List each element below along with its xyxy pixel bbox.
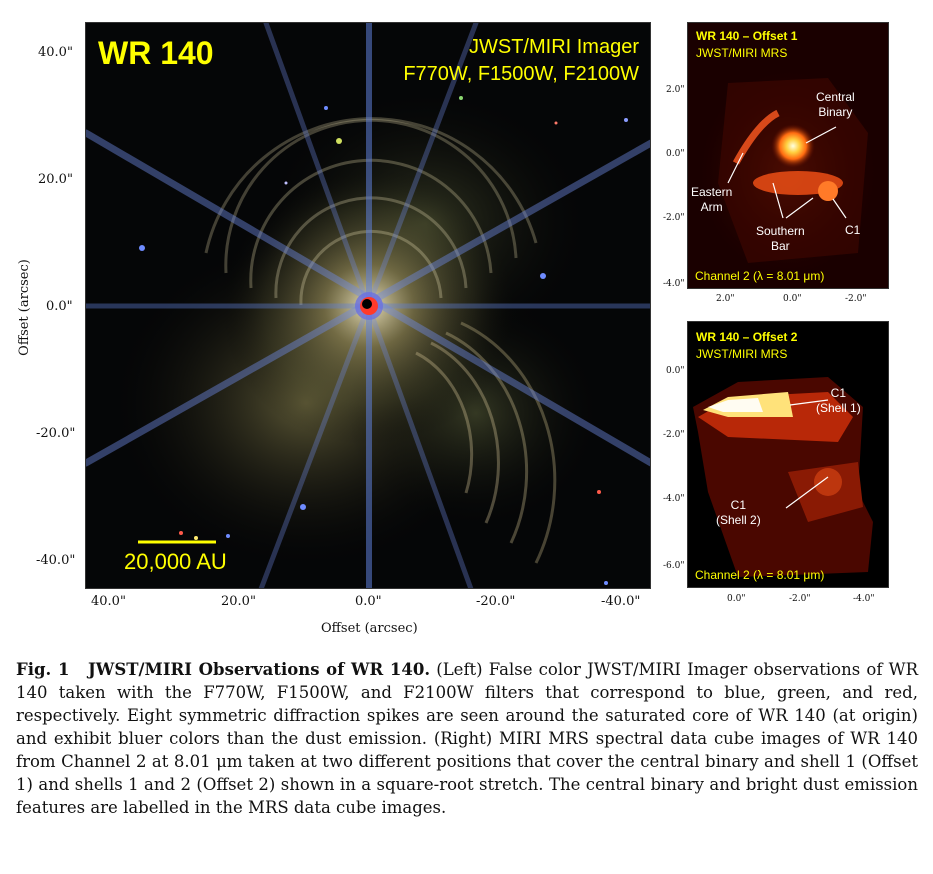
main-image-panel: WR 140 JWST/MIRI Imager F770W, F1500W, F… [86, 23, 651, 589]
offset2-image-svg [693, 377, 873, 577]
offset2-ytick: 0.0" [666, 366, 685, 376]
southern-bar-label: Southern Bar [756, 224, 805, 253]
offset1-ytick: 0.0" [666, 149, 685, 159]
background-stars [139, 96, 628, 585]
offset1-subtitle: JWST/MIRI MRS [696, 46, 788, 60]
caption-body: (Left) False color JWST/MIRI Imager obse… [16, 660, 918, 817]
offset2-xtick: 0.0" [727, 594, 746, 604]
offset1-title: WR 140 – Offset 1 [696, 29, 798, 43]
c1-shell1-label: C1 (Shell 1) [816, 386, 861, 415]
offset2-ytick: -6.0" [663, 561, 685, 571]
offset2-subtitle: JWST/MIRI MRS [696, 347, 788, 361]
offset1-ytick: 2.0" [666, 85, 685, 95]
caption-label: Fig. 1 [16, 660, 70, 679]
offset1-xtick: 0.0" [783, 294, 802, 304]
filters-label: F770W, F1500W, F2100W [403, 63, 639, 85]
central-binary-feature [771, 124, 815, 168]
offset2-ytick: -4.0" [663, 494, 685, 504]
main-xtick: 40.0" [91, 594, 126, 609]
main-ytick: 40.0" [38, 45, 73, 60]
offset2-frame [687, 321, 889, 588]
offset1-frame [687, 22, 889, 289]
eastern-arm-label: Eastern Arm [691, 185, 733, 214]
offset2-xtick: -4.0" [853, 594, 875, 604]
c1-label: C1 [845, 223, 861, 237]
offset2-title: WR 140 – Offset 2 [696, 330, 798, 344]
main-ylabel: Offset (arcsec) [16, 259, 32, 356]
figure-caption: Fig. 1 JWST/MIRI Observations of WR 140.… [16, 658, 918, 819]
main-xtick: -20.0" [476, 594, 516, 609]
offset1-ytick: -4.0" [663, 279, 685, 289]
main-ytick: 20.0" [38, 172, 73, 187]
offset2-panel: WR 140 – Offset 2 JWST/MIRI MRS C1 (Shel… [688, 322, 888, 587]
main-panel-frame [85, 22, 651, 589]
offset1-xtick: 2.0" [716, 294, 735, 304]
offset2-xtick: -2.0" [789, 594, 811, 604]
core-saturated [362, 299, 372, 309]
offset2-channel: Channel 2 (λ = 8.01 μm) [695, 568, 825, 582]
main-xtick: 0.0" [355, 594, 382, 609]
scalebar-label: 20,000 AU [124, 549, 227, 574]
c1-shell2-label: C1 (Shell 2) [716, 498, 761, 527]
offset1-ytick: -2.0" [663, 213, 685, 223]
main-ytick: -20.0" [36, 426, 76, 441]
offset1-panel: WR 140 – Offset 1 JWST/MIRI MRS Central … [688, 23, 888, 288]
main-title: WR 140 [98, 35, 214, 71]
instrument-label: JWST/MIRI Imager [468, 36, 639, 58]
main-ytick: -40.0" [36, 553, 76, 568]
central-binary-label: Central Binary [816, 90, 855, 119]
offset1-channel: Channel 2 (λ = 8.01 μm) [695, 269, 825, 283]
main-ytick: 0.0" [46, 299, 73, 314]
main-image-svg [86, 23, 651, 589]
eastern-arm-feature [732, 109, 780, 165]
c1-feature [818, 181, 838, 201]
caption-title: JWST/MIRI Observations of WR 140. [88, 660, 431, 679]
offset1-image-svg [688, 23, 888, 288]
main-xlabel: Offset (arcsec) [321, 621, 418, 636]
main-xtick: -40.0" [601, 594, 641, 609]
offset2-ytick: -2.0" [663, 430, 685, 440]
main-xtick: 20.0" [221, 594, 256, 609]
offset1-xtick: -2.0" [845, 294, 867, 304]
